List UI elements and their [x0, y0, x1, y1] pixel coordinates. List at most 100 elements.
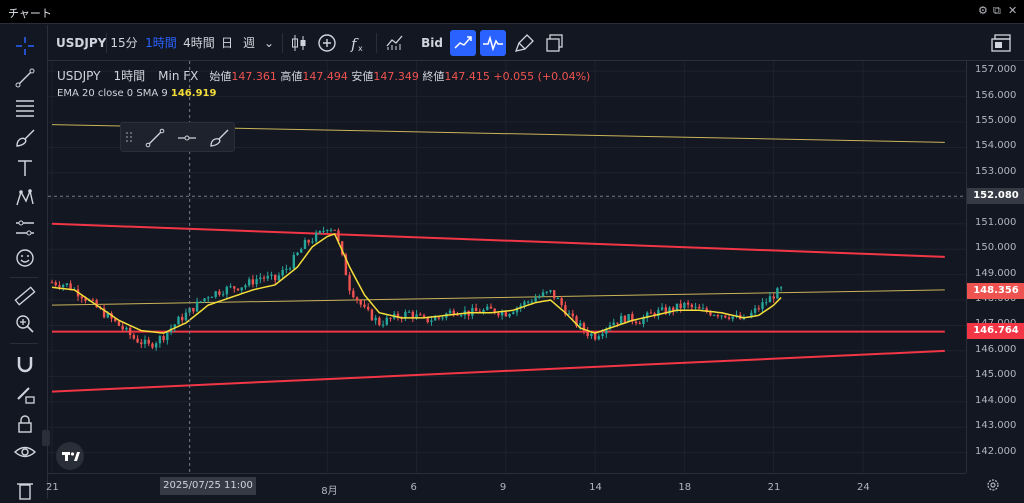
candle-body — [244, 285, 247, 288]
symbol-search-button[interactable]: USDJPY — [56, 36, 107, 50]
candle-body — [95, 300, 98, 308]
lock-icon[interactable] — [12, 411, 38, 437]
eye-icon[interactable] — [12, 439, 38, 465]
multi-chart-layout-icon[interactable] — [988, 30, 1014, 56]
candle-body — [307, 240, 310, 243]
candle-body — [575, 316, 578, 327]
float-brush-icon[interactable] — [207, 126, 231, 150]
candlestick-series — [50, 226, 783, 351]
candle-body — [753, 308, 757, 313]
chart-toolbar: USDJPY 15分 1時間 4時間 日 週 ⌄ f x Bid — [48, 25, 1024, 61]
time-axis[interactable]: 21 8月 6 9 14 18 21 24 — [46, 473, 966, 499]
price-tick-label: 156.000 — [975, 89, 1017, 101]
candle-body — [221, 294, 225, 296]
candle-body — [571, 313, 574, 317]
interval-15m-button[interactable]: 15分 — [110, 36, 138, 50]
candle-body — [300, 248, 303, 253]
candle-body — [177, 316, 180, 325]
legend-interval: 1時間 — [113, 69, 146, 83]
pattern-tool-icon[interactable] — [12, 185, 38, 211]
collapse-toolbar-chevron-icon[interactable] — [42, 430, 50, 446]
ema-indicator-legend[interactable]: EMA 20 close 0 SMA 9 146.919 — [57, 88, 216, 99]
candle-body — [523, 301, 526, 306]
trend-line-tool-icon[interactable] — [12, 65, 38, 91]
candle-body — [657, 309, 660, 317]
brush-clear-icon[interactable] — [512, 30, 538, 56]
candle-body — [452, 310, 455, 315]
trash-icon[interactable] — [12, 477, 38, 503]
candle-body — [128, 327, 132, 336]
toolbar-divider — [376, 33, 377, 53]
axis-settings-gear-icon[interactable] — [985, 477, 1001, 493]
tradingview-logo[interactable] — [56, 442, 84, 470]
mid-channel-line — [51, 289, 945, 306]
text-tool-icon[interactable] — [12, 155, 38, 181]
close-label: 終値 — [422, 70, 445, 83]
candle-body — [199, 301, 202, 303]
add-indicator-icon[interactable] — [314, 30, 340, 56]
candle-body — [69, 283, 72, 290]
zoom-in-icon[interactable] — [12, 311, 38, 337]
open-value: 147.361 — [231, 70, 277, 83]
candle-body — [225, 286, 229, 295]
popout-icon[interactable]: ⧉ — [993, 4, 1001, 17]
trend-line-toggle-icon[interactable] — [450, 30, 476, 56]
high-value: 147.494 — [302, 70, 348, 83]
candle-body — [288, 268, 292, 270]
interval-day-button[interactable]: 日 — [220, 36, 233, 50]
candle-body — [593, 333, 597, 340]
compare-bars-icon[interactable] — [382, 30, 408, 56]
candle-body — [125, 327, 128, 330]
brush-tool-icon[interactable] — [12, 125, 38, 151]
candle-body — [560, 298, 563, 306]
layout-windows-icon[interactable] — [542, 30, 568, 56]
price-chart[interactable] — [48, 61, 966, 473]
price-axis[interactable]: 157.000 156.000 155.000 154.000 153.000 152.0… — [966, 61, 1024, 473]
horizontal-lines-tool-icon[interactable] — [12, 95, 38, 121]
function-indicators-icon[interactable]: f x — [344, 30, 370, 56]
candle-body — [236, 288, 240, 291]
window-title: チャート — [8, 7, 52, 20]
candle-body — [233, 286, 236, 289]
interval-dropdown-chevron-icon[interactable]: ⌄ — [263, 36, 275, 50]
crosshair-cursor-icon[interactable] — [12, 33, 38, 59]
ohlc-legend: USDJPY 1時間 Min FX 始値147.361 高値147.494 安値… — [57, 67, 590, 84]
candle-body — [251, 279, 255, 285]
time-tick-label: 21 — [46, 482, 59, 493]
low-value: 147.349 — [373, 70, 419, 83]
candle-body — [311, 241, 314, 243]
candle-body — [504, 311, 508, 317]
ruler-icon[interactable] — [12, 283, 38, 309]
candle-body — [229, 286, 232, 288]
interval-4h-button[interactable]: 4時間 — [183, 36, 215, 50]
candle-body — [65, 283, 69, 285]
interval-1h-button[interactable]: 1時間 — [145, 36, 177, 50]
candle-chart-type-icon[interactable] — [286, 30, 312, 56]
candle-body — [553, 290, 556, 299]
candle-body — [158, 336, 162, 344]
lock-pencil-icon[interactable] — [12, 381, 38, 407]
candle-body — [608, 325, 612, 329]
float-horizontal-ray-icon[interactable] — [175, 126, 199, 150]
candle-body — [181, 316, 184, 321]
candle-body — [437, 317, 441, 319]
crosshair-date: 2025/07/25 — [163, 480, 221, 491]
settings-icon[interactable]: ⚙ — [978, 4, 988, 17]
price-tick-label: 153.000 — [975, 165, 1017, 177]
drag-handle-icon[interactable] — [125, 130, 133, 144]
tv-logo-icon — [62, 452, 80, 461]
price-type-button[interactable]: Bid — [421, 36, 443, 50]
float-trend-line-icon[interactable] — [143, 126, 167, 150]
emoji-icon[interactable] — [12, 245, 38, 271]
price-tick-label: 143.000 — [975, 420, 1017, 432]
candle-body — [549, 290, 552, 292]
interval-week-button[interactable]: 週 — [242, 36, 255, 50]
ema-indicator-value: 146.919 — [170, 88, 217, 99]
magnet-icon[interactable] — [12, 351, 38, 377]
floating-drawing-bar — [120, 122, 235, 152]
close-icon[interactable]: ✕ — [1008, 4, 1018, 17]
candle-body — [218, 291, 221, 295]
candle-body — [106, 313, 109, 318]
measure-tool-icon[interactable] — [12, 215, 38, 241]
pulse-signal-toggle-icon[interactable] — [480, 30, 506, 56]
